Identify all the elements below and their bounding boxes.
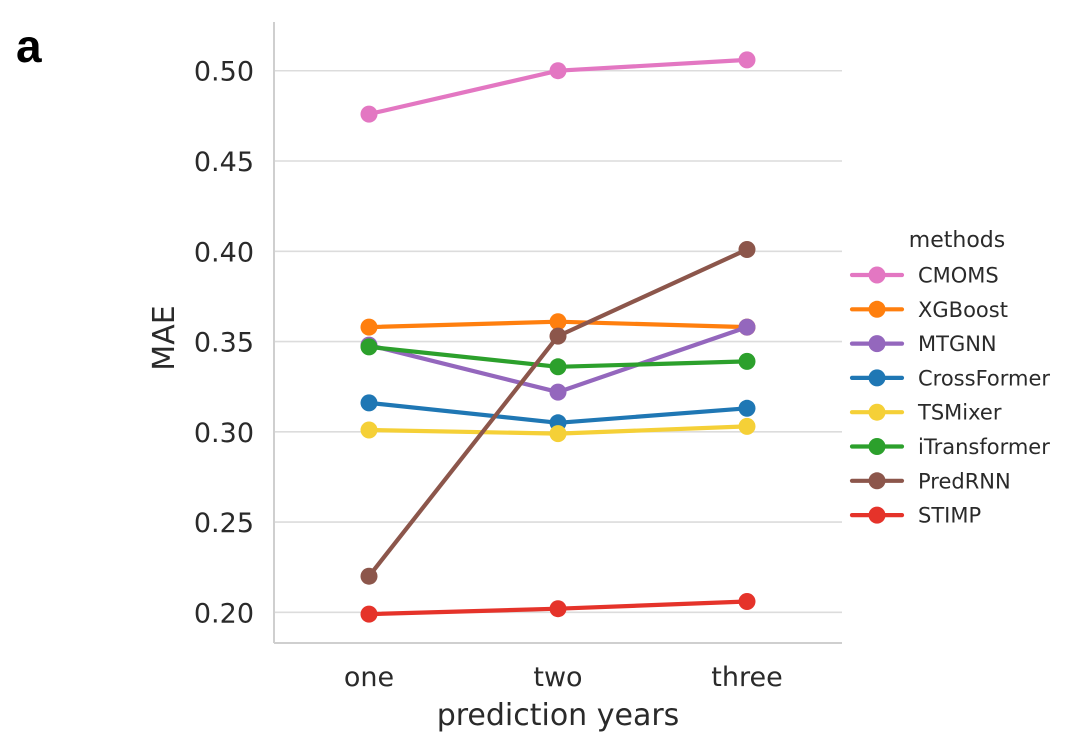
point-cmoms-two xyxy=(549,62,567,80)
legend-label-tsmixer: TSMixer xyxy=(917,401,1002,425)
point-mtgnn-two xyxy=(549,383,567,401)
legend-item-itransformer: iTransformer xyxy=(849,435,1050,459)
y-tick-labels: 0.20 0.25 0.30 0.35 0.40 0.45 0.50 xyxy=(194,57,254,630)
point-itransformer-one xyxy=(360,338,378,356)
legend-marker-mtgnn xyxy=(868,335,886,353)
x-tick-three: three xyxy=(711,662,782,693)
y-tick-0.30: 0.30 xyxy=(194,418,254,449)
x-tick-one: one xyxy=(344,662,394,693)
x-axis-label: prediction years xyxy=(437,698,680,733)
y-tick-0.50: 0.50 xyxy=(194,57,254,88)
point-cmoms-one xyxy=(360,105,378,123)
point-mtgnn-three xyxy=(738,318,756,336)
series-predrnn xyxy=(360,241,756,585)
panel-letter: a xyxy=(16,20,42,72)
series-tsmixer xyxy=(360,417,756,443)
point-predrnn-one xyxy=(360,567,378,585)
legend-item-stimp: STIMP xyxy=(849,504,981,528)
x-tick-labels: one two three xyxy=(344,662,783,693)
series-itransformer xyxy=(360,338,756,376)
legend-item-mtgnn: MTGNN xyxy=(849,332,997,356)
point-predrnn-two xyxy=(549,327,567,345)
legend-item-cmoms: CMOMS xyxy=(849,264,999,288)
y-tick-0.25: 0.25 xyxy=(194,508,254,539)
point-predrnn-three xyxy=(738,241,756,258)
legend-items: CMOMS XGBoost MTGNN CrossFormer TSMixer iTran… xyxy=(849,264,1050,528)
y-tick-0.20: 0.20 xyxy=(194,598,254,629)
point-cmoms-three xyxy=(738,51,756,69)
legend-label-mtgnn: MTGNN xyxy=(918,332,997,356)
point-tsmixer-two xyxy=(549,425,567,443)
point-xgboost-one xyxy=(360,318,378,336)
legend-marker-crossformer xyxy=(868,369,886,387)
series-xgboost xyxy=(360,313,756,336)
legend-title: methods xyxy=(909,228,1005,253)
series-cmoms xyxy=(360,51,756,123)
legend-item-tsmixer: TSMixer xyxy=(849,401,1002,425)
point-crossformer-one xyxy=(360,394,378,412)
legend-item-xgboost: XGBoost xyxy=(849,298,1008,322)
y-tick-0.40: 0.40 xyxy=(194,237,254,268)
legend-marker-itransformer xyxy=(868,438,886,455)
y-tick-0.35: 0.35 xyxy=(194,328,254,359)
legend-label-itransformer: iTransformer xyxy=(918,435,1050,459)
series-stimp xyxy=(360,593,756,623)
y-tick-0.45: 0.45 xyxy=(194,147,254,178)
x-tick-two: two xyxy=(533,662,582,693)
point-crossformer-three xyxy=(738,399,756,417)
point-itransformer-three xyxy=(738,352,756,370)
legend-label-predrnn: PredRNN xyxy=(918,469,1011,493)
legend-label-cmoms: CMOMS xyxy=(918,264,999,288)
legend-marker-stimp xyxy=(868,506,886,524)
legend: methods CMOMS XGBoost MTGNN CrossFormer TSMi… xyxy=(849,228,1050,528)
point-itransformer-two xyxy=(549,358,567,376)
point-stimp-one xyxy=(360,605,378,623)
point-tsmixer-three xyxy=(738,417,756,435)
legend-label-crossformer: CrossFormer xyxy=(918,366,1050,390)
series-lines xyxy=(360,51,756,623)
legend-marker-xgboost xyxy=(868,300,886,318)
y-axis-label: MAE xyxy=(147,305,182,370)
legend-item-crossformer: CrossFormer xyxy=(849,366,1050,390)
legend-label-xgboost: XGBoost xyxy=(918,298,1008,322)
point-stimp-two xyxy=(549,600,567,618)
legend-item-predrnn: PredRNN xyxy=(849,469,1011,493)
point-xgboost-two xyxy=(549,313,567,331)
legend-label-stimp: STIMP xyxy=(918,504,981,528)
legend-marker-tsmixer xyxy=(868,403,886,421)
point-stimp-three xyxy=(738,593,756,610)
legend-marker-cmoms xyxy=(868,266,886,284)
legend-marker-predrnn xyxy=(868,472,886,490)
point-tsmixer-one xyxy=(360,421,378,439)
